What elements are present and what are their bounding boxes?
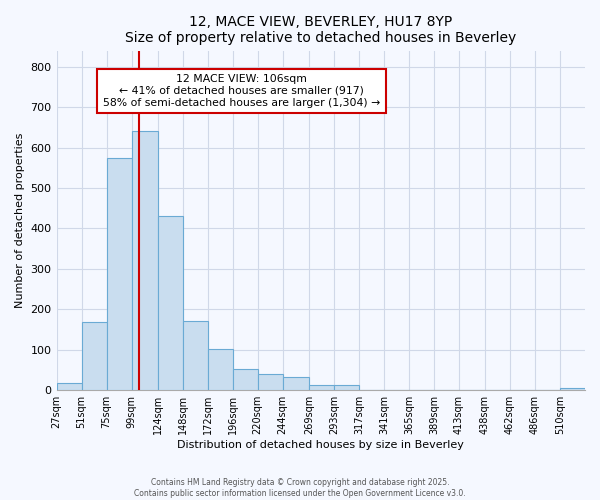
Bar: [158, 216, 182, 390]
Bar: [131, 132, 158, 390]
Bar: [233, 369, 258, 390]
Title: 12, MACE VIEW, BEVERLEY, HU17 8YP
Size of property relative to detached houses i: 12, MACE VIEW, BEVERLEY, HU17 8YP Size o…: [125, 15, 517, 45]
Bar: [182, 322, 208, 390]
Bar: [82, 322, 107, 390]
Text: Contains HM Land Registry data © Crown copyright and database right 2025.
Contai: Contains HM Land Registry data © Crown c…: [134, 478, 466, 498]
X-axis label: Distribution of detached houses by size in Beverley: Distribution of detached houses by size …: [178, 440, 464, 450]
Bar: [560, 388, 585, 390]
Bar: [309, 386, 334, 390]
Bar: [258, 374, 283, 390]
Text: 12 MACE VIEW: 106sqm
← 41% of detached houses are smaller (917)
58% of semi-deta: 12 MACE VIEW: 106sqm ← 41% of detached h…: [103, 74, 380, 108]
Bar: [334, 386, 359, 390]
Bar: [283, 377, 309, 390]
Y-axis label: Number of detached properties: Number of detached properties: [15, 132, 25, 308]
Bar: [56, 383, 82, 390]
Bar: [208, 348, 233, 390]
Bar: [107, 158, 131, 390]
